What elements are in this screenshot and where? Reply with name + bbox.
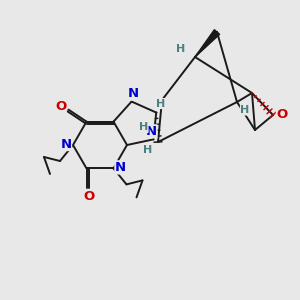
Text: O: O: [276, 109, 288, 122]
Text: H: H: [139, 122, 148, 132]
Text: H: H: [176, 44, 186, 54]
Text: N: N: [115, 161, 126, 174]
Text: H: H: [240, 105, 250, 115]
Text: H: H: [156, 98, 165, 109]
Text: H: H: [143, 145, 153, 155]
Text: N: N: [60, 137, 72, 151]
Text: O: O: [55, 100, 66, 113]
Text: N: N: [146, 125, 157, 138]
Text: N: N: [128, 87, 139, 100]
Polygon shape: [195, 30, 220, 57]
Text: O: O: [84, 190, 95, 203]
